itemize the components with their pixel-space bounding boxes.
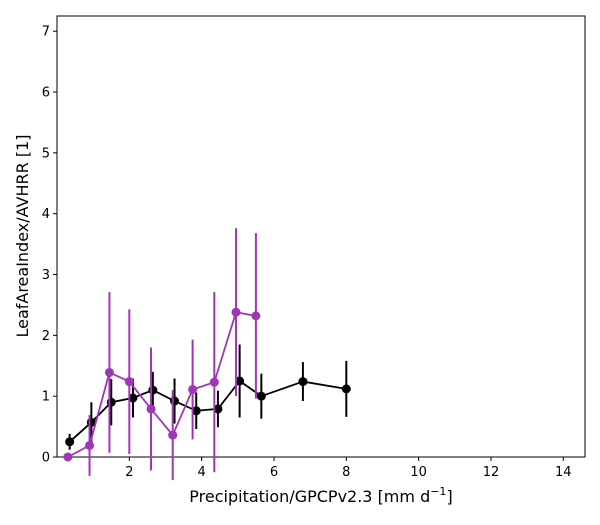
x-tick-label: 12 [483, 465, 500, 480]
x-tick-label: 2 [125, 465, 133, 480]
series-1 [65, 344, 351, 450]
y-tick-label: 5 [42, 146, 50, 161]
data-point [251, 311, 261, 321]
data-point [209, 377, 219, 387]
series-line [67, 311, 257, 458]
x-axis-label-superscript: −1 [430, 485, 446, 498]
x-axis-label-end: ] [446, 487, 452, 506]
data-point [213, 404, 223, 414]
y-tick-label: 1 [42, 390, 50, 405]
y-tick-label: 4 [42, 207, 50, 222]
series-2 [63, 228, 261, 481]
data-point [341, 384, 351, 394]
series-layer [63, 228, 351, 481]
x-axis-label: Precipitation/GPCPv2.3 [mm d−1] [189, 485, 452, 506]
y-tick-label: 3 [42, 268, 50, 283]
data-point [298, 377, 308, 387]
x-axis-ticks: 2 4 6 8 10 12 14 [125, 457, 572, 480]
y-tick-label: 2 [42, 329, 50, 344]
data-point [168, 430, 178, 440]
data-point [106, 397, 116, 407]
x-tick-label: 6 [270, 465, 278, 480]
x-tick-label: 8 [342, 465, 350, 480]
y-tick-label: 0 [42, 451, 50, 466]
data-point [148, 385, 158, 395]
data-point [231, 307, 241, 317]
x-tick-label: 14 [555, 465, 572, 480]
data-point [65, 437, 75, 447]
data-point [104, 367, 114, 377]
y-tick-label: 7 [42, 25, 50, 40]
data-point [256, 391, 266, 401]
data-point [63, 452, 73, 462]
y-axis-label: LeafAreaIndex/AVHRR [1] [13, 134, 32, 337]
plot-area [56, 15, 586, 458]
data-point [235, 376, 245, 386]
data-point [124, 377, 134, 387]
data-point [170, 396, 180, 406]
data-point [128, 393, 138, 403]
y-axis-ticks: 0 1 2 3 4 5 6 7 [42, 25, 57, 466]
data-point [85, 440, 95, 450]
y-tick-label: 6 [42, 86, 50, 101]
x-tick-label: 4 [198, 465, 206, 480]
data-point [191, 406, 201, 416]
data-point [146, 404, 156, 414]
x-tick-label: 10 [410, 465, 427, 480]
data-point [188, 384, 198, 394]
